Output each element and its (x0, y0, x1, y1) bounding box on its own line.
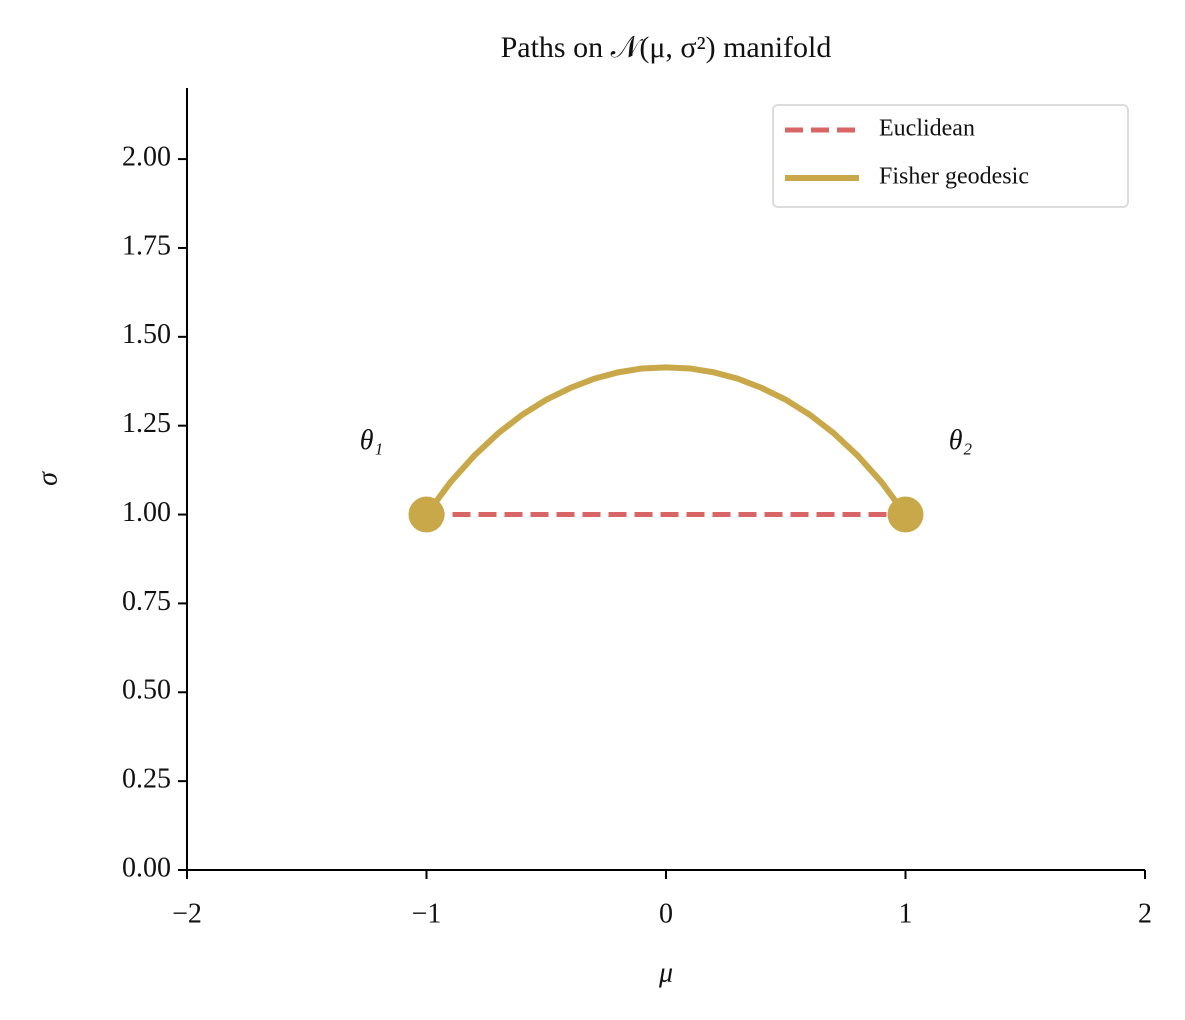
x-tick-label: −1 (412, 898, 442, 929)
legend-label: Fisher geodesic (879, 164, 1029, 190)
y-tick-label: 0.75 (122, 586, 171, 617)
legend: Euclidean Fisher geodesic (772, 104, 1129, 208)
point-label: θ₂ (949, 425, 973, 456)
x-tick-label: 2 (1138, 898, 1152, 929)
y-tick-label: 0.50 (122, 675, 171, 706)
x-tick-label: 1 (899, 898, 913, 929)
point (887, 496, 924, 533)
point (408, 496, 445, 533)
y-tick-label: 1.00 (122, 497, 171, 528)
legend-box (772, 104, 1129, 208)
chart-title: Paths on 𝒩(μ, σ²) manifold (501, 31, 832, 64)
x-axis-label: μ (658, 957, 673, 988)
y-tick-label: 1.25 (122, 408, 171, 439)
x-tick-label: −2 (172, 898, 202, 929)
legend-label: Euclidean (879, 116, 975, 142)
y-tick-label: 2.00 (122, 142, 171, 173)
y-tick-label: 1.75 (122, 230, 171, 261)
y-tick-label: 0.00 (122, 852, 171, 883)
line (424, 364, 908, 517)
y-tick-label: 1.50 (122, 319, 171, 350)
x-tick-label: 0 (659, 898, 673, 929)
y-axis-label: σ (32, 471, 63, 486)
point-label: θ₁ (360, 425, 384, 456)
y-tick-label: 0.25 (122, 764, 171, 795)
